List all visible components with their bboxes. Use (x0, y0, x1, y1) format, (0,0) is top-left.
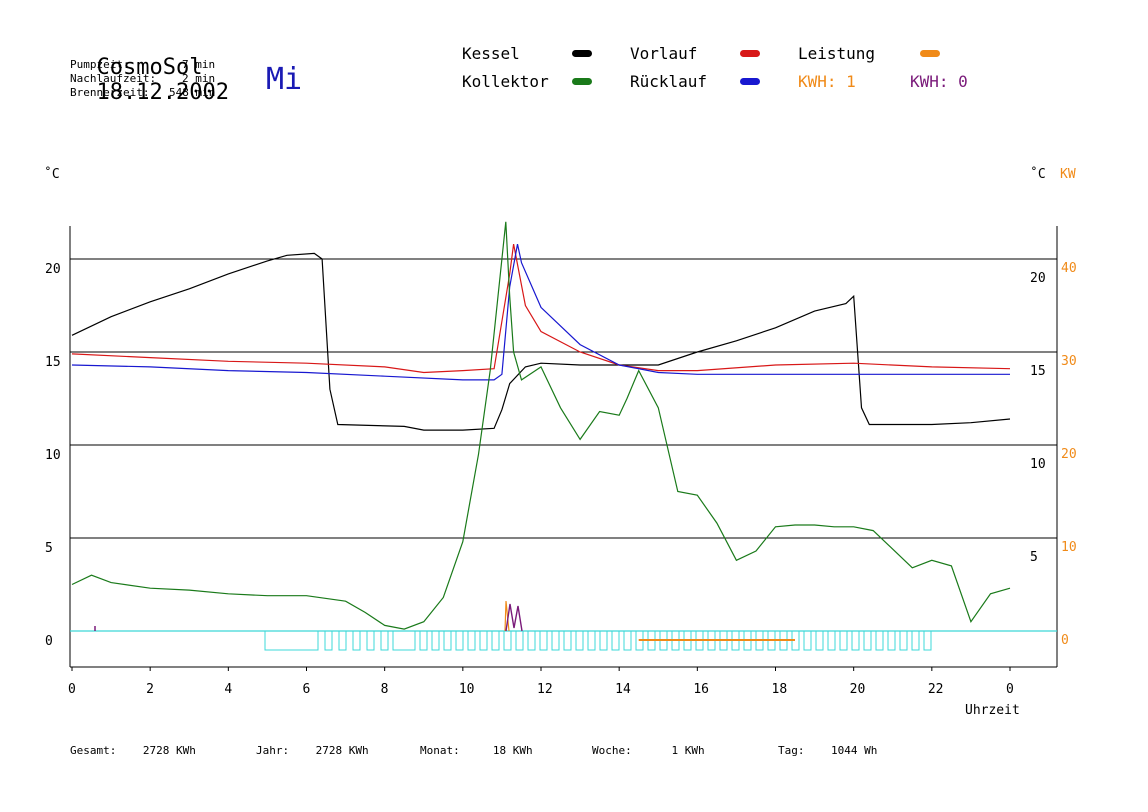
pump-pulse (851, 630, 860, 651)
pump-pulse (815, 630, 824, 651)
x-tick-label: 18 (772, 682, 788, 697)
legend-kessel-swatch (572, 50, 592, 57)
pump-pulse (803, 630, 812, 651)
y-left-tick-label: 15 (45, 355, 61, 370)
total-tag: Tag: 1044 Wh (778, 744, 878, 757)
pump-pulse (467, 630, 476, 651)
y-right-kw-tick-label: 40 (1061, 261, 1077, 276)
pump-pulse (563, 630, 572, 651)
nachlaufzeit-value: 2 min (182, 72, 216, 85)
pump-pulse (324, 630, 333, 651)
left-axis-unit: ˚C (44, 167, 60, 182)
pump-pulse (827, 630, 836, 651)
pump-block (392, 630, 416, 651)
y-right-c-tick-label: 10 (1030, 457, 1046, 472)
y-left-tick-label: 5 (45, 541, 53, 556)
legend-vorlauf-label: Vorlauf (630, 44, 698, 63)
x-axis-label: Uhrzeit (965, 703, 1020, 718)
energy-spike (505, 603, 523, 632)
y-left-tick-label: 0 (45, 634, 53, 649)
x-tick-label: 8 (381, 682, 389, 697)
x-tick-label: 12 (537, 682, 553, 697)
x-tick-label: 14 (615, 682, 631, 697)
total-jahr: Jahr: 2728 KWh (256, 744, 369, 757)
pump-pulse (899, 630, 908, 651)
x-tick-label: 6 (303, 682, 311, 697)
x-tick-label: 0 (68, 682, 76, 697)
y-right-c-tick-label: 15 (1030, 364, 1046, 379)
pump-pulse (875, 630, 884, 651)
pump-pulse (479, 630, 488, 651)
right-axis-unit-c: ˚C (1030, 167, 1046, 182)
x-tick-label: 0 (1006, 682, 1014, 697)
legend-kollektor-label: Kollektor (462, 72, 549, 91)
pump-pulse (839, 630, 848, 651)
y-right-c-tick-label: 5 (1030, 550, 1038, 565)
right-axis-unit-kw: KW (1060, 167, 1076, 182)
pump-pulse (431, 630, 440, 651)
legend-kwh0: KWH: 0 (910, 72, 968, 91)
pump-pulse (911, 630, 920, 651)
app-title: CosmoSol (96, 55, 203, 80)
pump-pulse (551, 630, 560, 651)
pump-pulse (380, 630, 389, 651)
pump-pulse (338, 630, 347, 651)
total-monat: Monat: 18 KWh (420, 744, 533, 757)
y-right-c-tick-label: 20 (1030, 271, 1046, 286)
y-right-kw-tick-label: 20 (1061, 447, 1077, 462)
total-gesamt: Gesamt: 2728 KWh (70, 744, 196, 757)
x-tick-label: 20 (850, 682, 866, 697)
series-line-vorlauf (71, 243, 1011, 374)
x-tick-label: 4 (224, 682, 232, 697)
pump-block (264, 630, 319, 651)
pump-pulse (923, 630, 932, 651)
pumpzeit-value: 7 min (182, 58, 216, 71)
legend-kessel-label: Kessel (462, 44, 520, 63)
pump-pulse (587, 630, 596, 651)
legend-leistung-swatch (920, 50, 940, 57)
series-line-kollektor (71, 221, 1011, 630)
pump-pulse (623, 630, 632, 651)
weekday-label: Mi (266, 62, 303, 97)
pump-pulse (515, 630, 524, 651)
chart-date: 18.12.2002 (96, 80, 229, 105)
pump-pulse (455, 630, 464, 651)
pump-pulse (352, 630, 361, 651)
pump-pulse (863, 630, 872, 651)
total-woche: Woche: 1 KWh (592, 744, 705, 757)
legend-ruecklauf-label: Rücklauf (630, 72, 708, 91)
x-tick-label: 16 (693, 682, 709, 697)
pump-pulse (611, 630, 620, 651)
pump-pulse (443, 630, 452, 651)
pump-pulse (539, 630, 548, 651)
legend-kollektor-swatch (572, 78, 592, 85)
pump-pulse (366, 630, 375, 651)
brennerzeit-value: 548 min (169, 86, 216, 99)
pump-pulse (419, 630, 428, 651)
y-left-tick-label: 20 (45, 262, 61, 277)
pumpzeit-label: Pumpzeit: (70, 58, 130, 71)
legend-vorlauf-swatch (740, 50, 760, 57)
y-right-kw-tick-label: 0 (1061, 633, 1069, 648)
legend-ruecklauf-swatch (740, 78, 760, 85)
pump-pulse (599, 630, 608, 651)
brennerzeit-label: Brennerzeit: (70, 86, 150, 99)
pump-pulse (491, 630, 500, 651)
pump-pulse (527, 630, 536, 651)
legend-kwh1: KWH: 1 (798, 72, 856, 91)
pump-pulse (575, 630, 584, 651)
y-right-kw-tick-label: 10 (1061, 540, 1077, 555)
nachlaufzeit-label: Nachlaufzeit: (70, 72, 157, 85)
series-line-kessel (71, 252, 1011, 431)
y-left-tick-label: 10 (45, 448, 61, 463)
y-right-kw-tick-label: 30 (1061, 354, 1077, 369)
pump-pulse (503, 630, 512, 651)
pump-pulse (887, 630, 896, 651)
series-line-rücklauf (71, 243, 1010, 381)
x-tick-label: 22 (928, 682, 944, 697)
x-tick-label: 10 (459, 682, 475, 697)
legend-leistung-label: Leistung (798, 44, 876, 63)
x-tick-label: 2 (146, 682, 154, 697)
